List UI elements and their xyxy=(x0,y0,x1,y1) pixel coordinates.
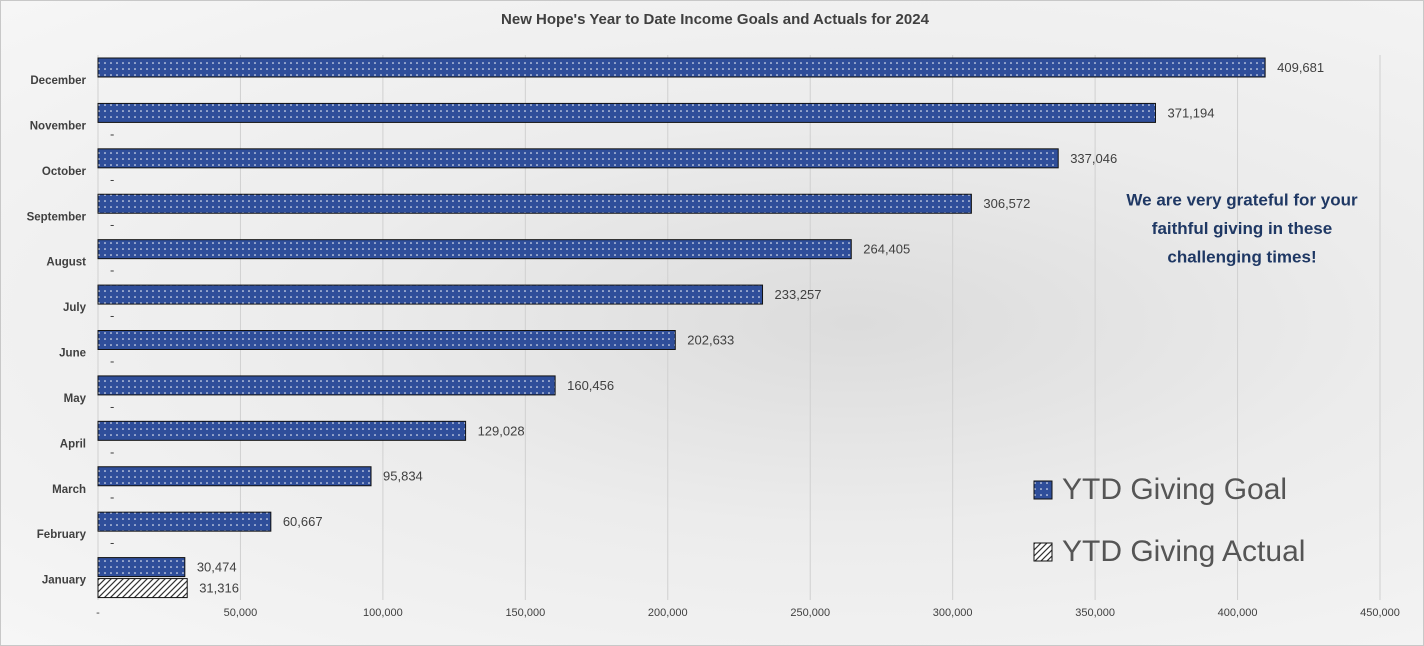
bar xyxy=(97,578,188,599)
data-label: - xyxy=(110,490,114,505)
data-label: - xyxy=(110,308,114,323)
bar xyxy=(97,330,676,350)
bar xyxy=(97,148,1059,169)
data-label: 306,572 xyxy=(983,196,1030,211)
y-tick-label: February xyxy=(37,529,87,541)
bar xyxy=(97,375,556,396)
y-tick-label: April xyxy=(60,438,86,450)
data-label: 264,405 xyxy=(863,242,910,257)
legend-swatch xyxy=(1033,480,1053,500)
y-tick-label: January xyxy=(42,575,87,587)
bar xyxy=(97,193,972,214)
data-label: 233,257 xyxy=(775,287,822,302)
data-label: - xyxy=(110,444,114,459)
annotation: challenging times! xyxy=(1167,247,1316,266)
annotation: faithful giving in these xyxy=(1152,219,1332,238)
bar xyxy=(97,239,852,260)
data-label: - xyxy=(110,217,114,232)
data-label: 95,834 xyxy=(383,469,423,484)
bar xyxy=(97,466,372,487)
y-tick-label: August xyxy=(46,257,86,269)
chart-title: New Hope's Year to Date Income Goals and… xyxy=(501,11,930,28)
x-tick-label: 350,000 xyxy=(1075,607,1115,619)
bar xyxy=(97,420,467,441)
x-tick-label: 150,000 xyxy=(505,607,545,619)
bar xyxy=(97,57,1266,78)
data-label: - xyxy=(110,263,114,278)
bar xyxy=(97,557,186,578)
data-label: 129,028 xyxy=(478,423,525,438)
x-tick-label: 100,000 xyxy=(363,607,403,619)
legend-label: YTD Giving Goal xyxy=(1062,473,1287,506)
y-tick-label: December xyxy=(30,75,86,87)
data-label: 409,681 xyxy=(1277,60,1324,75)
x-tick-label: 250,000 xyxy=(790,607,830,619)
legend-label: YTD Giving Actual xyxy=(1062,535,1305,568)
data-label: - xyxy=(110,399,114,414)
data-label: 31,316 xyxy=(199,581,239,596)
annotation: We are very grateful for your xyxy=(1126,190,1358,209)
y-tick-label: June xyxy=(59,348,86,360)
data-label: - xyxy=(110,126,114,141)
y-tick-label: May xyxy=(64,393,87,405)
data-label: 60,667 xyxy=(283,514,323,529)
data-label: 202,633 xyxy=(687,332,734,347)
legend-swatch xyxy=(1033,542,1053,562)
x-tick-label: - xyxy=(96,607,100,619)
y-tick-label: October xyxy=(42,166,87,178)
data-label: 160,456 xyxy=(567,378,614,393)
x-tick-label: 300,000 xyxy=(933,607,973,619)
bar xyxy=(97,102,1156,123)
x-tick-label: 450,000 xyxy=(1360,607,1400,619)
x-tick-label: 200,000 xyxy=(648,607,688,619)
data-label: 371,194 xyxy=(1167,105,1214,120)
y-tick-label: November xyxy=(30,120,87,132)
y-tick-label: March xyxy=(52,484,86,496)
y-tick-label: September xyxy=(27,211,87,223)
x-tick-label: 50,000 xyxy=(224,607,258,619)
bar xyxy=(97,511,272,532)
data-label: 30,474 xyxy=(197,560,237,575)
data-label: - xyxy=(110,172,114,187)
x-tick-label: 400,000 xyxy=(1218,607,1258,619)
data-label: - xyxy=(110,535,114,550)
data-label: - xyxy=(110,353,114,368)
data-label: 337,046 xyxy=(1070,151,1117,166)
y-tick-label: July xyxy=(63,302,87,314)
bar xyxy=(97,284,764,305)
